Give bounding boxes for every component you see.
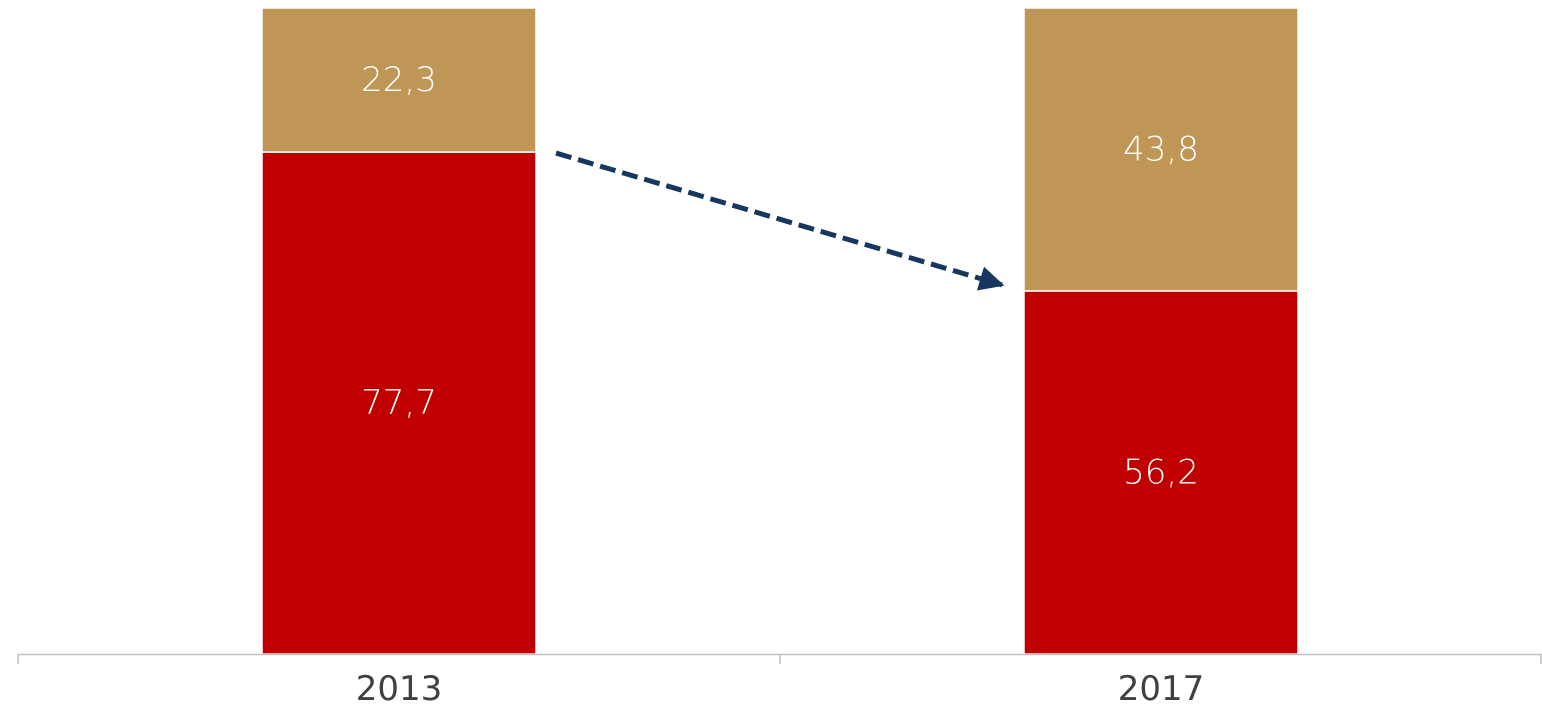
bar-segment-2013-1 [261,7,537,153]
data-label-2013-1: 22,3 [361,60,437,100]
trend-arrow [555,150,1005,291]
segment-labels-group: 77,7 22,3 56,2 43,8 [361,60,1199,492]
data-label-2017-0: 56,2 [1123,452,1199,492]
x-tick-label-2013: 2013 [356,669,443,709]
x-axis: 2013 2017 [17,653,1542,709]
annotation-group [555,150,1005,291]
bar-segment-2017-1 [1023,7,1299,292]
data-label-2017-1: 43,8 [1123,129,1199,169]
data-label-2013-0: 77,7 [361,383,437,423]
bar-segment-2013-0 [261,151,537,655]
bars-group [261,7,1299,655]
x-tick-label-2017: 2017 [1118,669,1205,709]
